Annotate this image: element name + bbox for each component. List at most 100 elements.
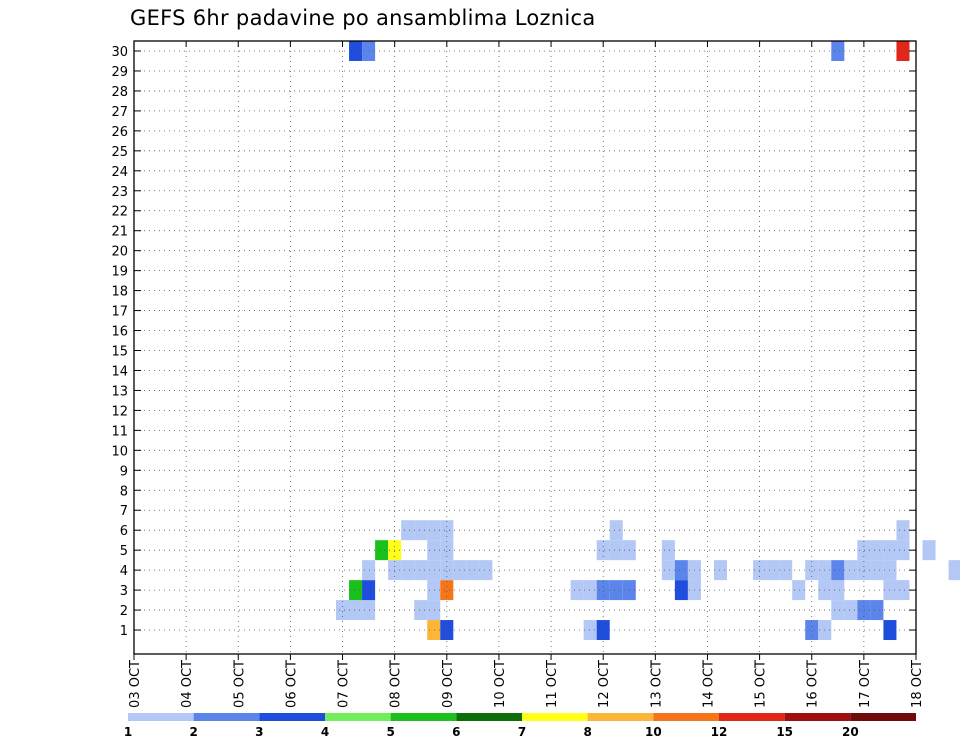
precip-cell (596, 540, 610, 561)
x-tick-label: 13 OCT (649, 660, 664, 708)
y-tick-label: 3 (120, 584, 128, 599)
y-tick-label: 13 (111, 384, 128, 399)
colorbar-segment (259, 713, 325, 721)
y-tick-label: 5 (120, 544, 128, 559)
y-tick-label: 9 (120, 464, 128, 479)
precip-cell (674, 580, 688, 601)
precip-cell (362, 560, 376, 581)
x-tick-label: 11 OCT (545, 660, 560, 708)
precip-cell (870, 540, 884, 561)
precip-cell (583, 580, 597, 601)
precip-cell (336, 600, 350, 621)
precip-cell (362, 41, 376, 61)
y-tick-label: 19 (111, 265, 128, 280)
colorbar-label: 15 (776, 725, 793, 739)
y-tick-label: 28 (111, 85, 128, 100)
precip-cell (766, 560, 780, 581)
precip-cell (896, 520, 910, 541)
y-tick-label: 15 (111, 345, 128, 360)
precip-cell (362, 580, 376, 601)
precip-cell (375, 540, 389, 561)
precip-cell (596, 620, 610, 641)
colorbar-segment (850, 713, 916, 721)
precip-cell (414, 520, 428, 541)
precip-cell (414, 560, 428, 581)
colorbar-segment (390, 713, 457, 721)
y-tick-label: 7 (120, 504, 128, 519)
precip-cell (896, 41, 910, 61)
y-tick-label: 11 (111, 424, 128, 439)
precip-cell (479, 560, 493, 581)
colorbar-segment (784, 713, 851, 721)
precip-cell (831, 600, 845, 621)
plot-frame (133, 40, 917, 655)
precip-cell (349, 600, 363, 621)
x-tick-label: 05 OCT (232, 660, 247, 708)
y-tick-label: 29 (111, 65, 128, 80)
precip-cell (844, 560, 858, 581)
x-tick-label: 15 OCT (754, 660, 769, 708)
precip-cell (427, 540, 441, 561)
precip-cell (661, 560, 675, 581)
y-tick-label: 8 (120, 484, 128, 499)
colorbar-label: 20 (842, 725, 859, 739)
precip-cell (427, 580, 441, 601)
precip-cell (596, 580, 610, 601)
precip-cell (414, 600, 428, 621)
y-tick-label: 14 (111, 364, 128, 379)
precip-cell (870, 600, 884, 621)
precip-cell (349, 41, 363, 61)
y-tick-label: 10 (111, 444, 128, 459)
precip-cell (857, 560, 871, 581)
y-tick-label: 30 (111, 45, 128, 60)
precip-cell (792, 580, 806, 601)
y-tick-label: 6 (120, 524, 128, 539)
colorbar-segment (653, 713, 719, 721)
colorbar-segment (193, 713, 260, 721)
precip-cell (609, 520, 623, 541)
colorbar-segment (456, 713, 522, 721)
precip-cell (805, 560, 819, 581)
colorbar-label: 5 (386, 725, 394, 739)
precip-cell (831, 580, 845, 601)
precip-cell (870, 560, 884, 581)
colorbar-label: 7 (518, 725, 526, 739)
colorbar-segment (522, 713, 588, 721)
precip-cell (609, 540, 623, 561)
y-tick-label: 25 (111, 145, 128, 160)
x-tick-label: 09 OCT (441, 660, 456, 708)
precip-cell (427, 520, 441, 541)
y-tick-label: 16 (111, 325, 128, 340)
y-tick-label: 27 (111, 105, 128, 120)
y-tick-label: 22 (111, 205, 128, 220)
precip-cell (440, 520, 454, 541)
precip-cell (922, 540, 936, 561)
precip-cell (583, 620, 597, 641)
x-tick-label: 14 OCT (701, 660, 716, 708)
precip-cell (661, 540, 675, 561)
colorbar-label: 1 (124, 725, 132, 739)
y-tick-label: 20 (111, 245, 128, 260)
precip-cell (427, 620, 441, 641)
precip-cell (427, 600, 441, 621)
y-tick-label: 4 (120, 564, 128, 579)
precip-cell (466, 560, 480, 581)
precip-cell (713, 560, 728, 581)
precip-cell (349, 580, 363, 601)
colorbar-segment (587, 713, 654, 721)
precip-cell (401, 560, 415, 581)
precip-cell (427, 560, 441, 581)
y-tick-label: 24 (111, 165, 128, 180)
precip-cell (857, 600, 871, 621)
chart-title: GEFS 6hr padavine po ansamblima Loznica (130, 6, 596, 30)
x-tick-label: 18 OCT (910, 660, 925, 708)
x-tick-label: 07 OCT (337, 660, 352, 708)
x-tick-label: 03 OCT (128, 660, 143, 708)
precip-cell (440, 580, 454, 601)
colorbar-label: 3 (255, 725, 263, 739)
y-tick-label: 2 (120, 604, 128, 619)
precip-cell (674, 560, 688, 581)
precip-cell (805, 620, 819, 641)
colorbar-segment (719, 713, 785, 721)
x-tick-label: 16 OCT (806, 660, 821, 708)
